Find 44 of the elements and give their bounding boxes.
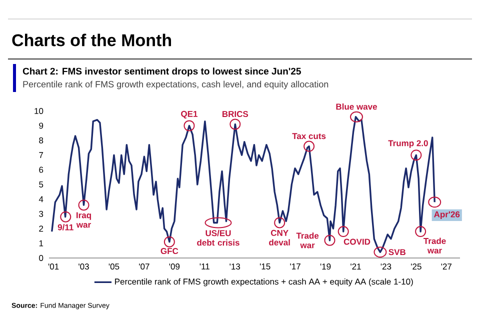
- annotation: Trump 2.0: [388, 140, 428, 148]
- chart-title: Chart 2: FMS investor sentiment drops to lowest since Jun'25: [22, 68, 301, 76]
- annotation: Trade war: [296, 232, 319, 248]
- annotation: BRICS: [222, 111, 248, 118]
- x-tick-label: '23: [380, 264, 392, 270]
- x-tick-label: '19: [320, 264, 331, 270]
- legend-label: Percentile rank of FMS growth expectations + cash AA + equity AA (scale 1-10): [115, 278, 413, 286]
- x-tick-label: '07: [139, 264, 150, 270]
- y-tick-label: 5: [39, 182, 44, 188]
- x-tick-label: '09: [169, 264, 180, 270]
- x-tick-label: '25: [411, 264, 422, 270]
- x-tick-label: '17: [290, 264, 300, 270]
- x-tick-label: '15: [260, 264, 270, 270]
- y-tick-label: 10: [34, 108, 44, 114]
- y-tick-label: 6: [39, 166, 44, 173]
- y-tick-label: 8: [39, 137, 44, 144]
- y-tick-label: 7: [39, 152, 44, 158]
- y-tick-label: 0: [39, 254, 44, 262]
- annotation: Trade war: [424, 238, 446, 254]
- y-tick-label: 4: [38, 196, 44, 202]
- annotation: Iraq war: [76, 212, 91, 228]
- annotation: QE1: [181, 110, 198, 119]
- text: Charts of the Month: [12, 34, 172, 46]
- y-tick-label: 1: [39, 240, 44, 246]
- y-tick-label: 9: [39, 122, 44, 129]
- y-tick-label: 2: [39, 226, 44, 232]
- x-tick-label: '21: [350, 264, 361, 270]
- annotation: SVB: [388, 249, 406, 256]
- annotation: GFC: [160, 248, 178, 254]
- x-tick-label: '01: [48, 264, 59, 270]
- annotation: COVID: [344, 238, 370, 245]
- x-tick-label: '03: [78, 264, 89, 270]
- x-tick-label: '11: [200, 264, 210, 270]
- annotation: 9/11: [58, 224, 74, 230]
- y-tick-label: 3: [39, 210, 44, 217]
- annotation: Tax cuts: [292, 133, 326, 140]
- annotation: US/EU debt crisis: [197, 230, 240, 246]
- chart-subtitle: Percentile rank of FMS growth expectations, cash level, and equity allocation: [23, 80, 328, 90]
- annotation: CNY deval: [269, 230, 290, 246]
- x-tick-label: '13: [230, 264, 240, 270]
- annotation: Apr'26: [434, 211, 460, 220]
- annotation: Blue wave: [336, 103, 377, 110]
- x-tick-label: '27: [441, 264, 452, 270]
- x-tick-label: '05: [108, 264, 120, 270]
